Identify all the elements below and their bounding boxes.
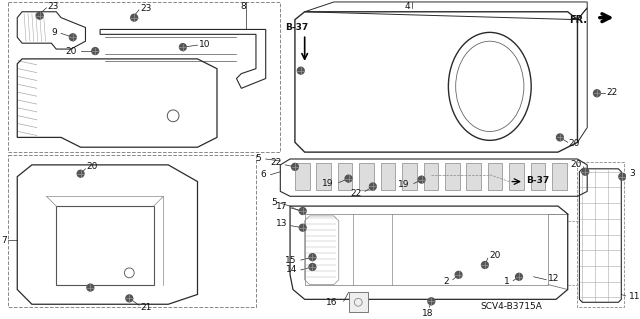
Text: 6: 6 [260,170,266,179]
Bar [488,163,502,190]
Circle shape [92,48,99,55]
Text: 15: 15 [285,256,297,264]
Circle shape [291,163,298,170]
Circle shape [345,175,352,182]
Circle shape [428,298,435,305]
Text: 3: 3 [629,169,635,178]
Text: 20: 20 [569,139,580,148]
Bar [445,163,460,190]
Circle shape [582,168,589,175]
Bar [531,163,545,190]
Text: 7: 7 [1,236,6,245]
Circle shape [298,67,304,74]
Circle shape [300,208,306,214]
Circle shape [131,14,138,21]
Circle shape [77,170,84,177]
Text: B-37: B-37 [285,23,308,32]
Text: 22: 22 [607,88,618,97]
Text: 20: 20 [490,251,501,260]
Text: 20: 20 [570,160,581,169]
Text: 8: 8 [241,2,246,11]
Text: 5: 5 [255,153,261,162]
Circle shape [557,134,563,141]
Text: 5: 5 [271,198,277,207]
Bar [509,163,524,190]
Circle shape [516,273,522,280]
Text: 20: 20 [65,47,77,56]
Text: 11: 11 [629,292,640,301]
Text: 21: 21 [140,303,152,312]
Bar [338,163,353,190]
Text: 23: 23 [140,4,152,13]
Text: SCV4-B3715A: SCV4-B3715A [480,302,542,311]
Text: 23: 23 [47,2,59,11]
Bar [8,155,256,307]
Bar [402,163,417,190]
Circle shape [593,90,600,97]
Text: 12: 12 [548,274,559,283]
Text: 16: 16 [326,298,338,307]
Text: 20: 20 [86,162,98,171]
Text: 22: 22 [350,189,361,198]
Circle shape [300,224,306,231]
Text: B-37: B-37 [526,176,549,185]
Circle shape [36,12,43,19]
Text: 10: 10 [200,40,211,49]
Bar [8,2,280,152]
Text: 19: 19 [323,179,334,188]
Circle shape [179,44,186,50]
Bar [295,163,310,190]
Circle shape [309,263,316,271]
Text: 2: 2 [444,277,449,286]
Bar [381,163,396,190]
Circle shape [69,34,76,41]
Circle shape [126,295,132,302]
Circle shape [455,271,462,278]
Text: 17: 17 [276,202,287,211]
Text: 19: 19 [398,180,410,189]
Text: 4: 4 [404,2,410,11]
Circle shape [619,173,626,180]
Bar [424,163,438,190]
Text: 9: 9 [51,28,57,37]
Bar [467,163,481,190]
Text: 22: 22 [270,159,282,167]
Circle shape [87,284,93,291]
Text: FR.: FR. [569,15,588,25]
Bar [316,163,331,190]
Text: 13: 13 [276,219,287,228]
Circle shape [481,262,488,268]
Bar [577,162,624,307]
Circle shape [309,254,316,261]
Circle shape [418,176,425,183]
Bar [552,163,567,190]
Bar [56,206,154,285]
Text: 18: 18 [422,309,433,318]
Polygon shape [349,293,368,312]
Text: 14: 14 [285,265,297,274]
Circle shape [369,183,376,190]
Text: 1: 1 [504,277,509,286]
Bar [359,163,374,190]
